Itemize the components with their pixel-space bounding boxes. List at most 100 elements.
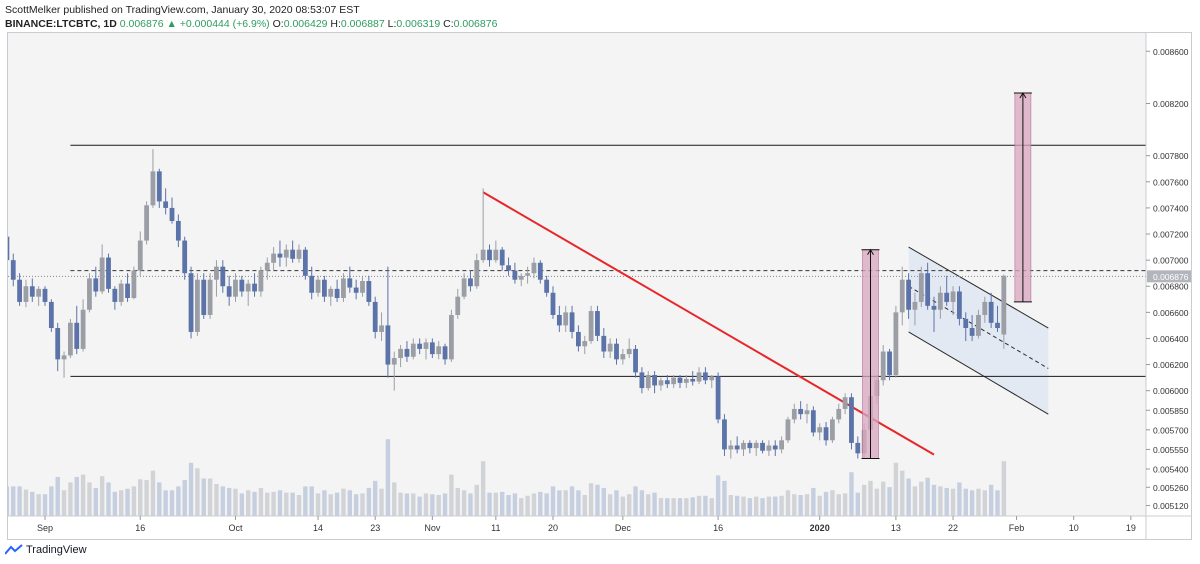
candle-body: [309, 275, 315, 293]
candle-body: [791, 408, 797, 420]
candle-body: [379, 325, 384, 332]
y-tick-label: 0.007000: [1153, 256, 1189, 266]
candle-body: [442, 346, 448, 360]
volume-bar: [633, 486, 638, 516]
candle-body: [810, 410, 816, 433]
candle-body: [99, 257, 105, 292]
volume-bar: [734, 495, 740, 516]
volume-bar: [239, 493, 245, 516]
x-tick-label: 22: [948, 523, 958, 533]
volume-bar: [969, 490, 975, 516]
candle-body: [931, 305, 937, 310]
volume-bar: [442, 493, 448, 516]
candle-body: [17, 279, 22, 302]
candle: [715, 372, 721, 424]
channel-upper-line: [908, 246, 1049, 329]
candle: [639, 367, 645, 394]
volume-bar: [842, 493, 848, 516]
candle-body: [550, 292, 556, 315]
candle: [722, 414, 727, 456]
candle: [741, 440, 746, 456]
volume-bar: [607, 494, 613, 516]
candle: [55, 322, 61, 372]
candle: [550, 286, 556, 319]
volume-bar: [271, 491, 276, 516]
candle-body: [233, 279, 238, 297]
candle-body: [188, 273, 194, 332]
price-chart[interactable]: 0.008600 0.008200 0.007800 0.007600 0.007400…: [8, 33, 1191, 539]
volume-bar: [42, 494, 48, 516]
volume-bar: [588, 483, 594, 516]
volume-bar: [207, 478, 213, 516]
candle-body: [144, 205, 149, 241]
candle: [156, 168, 162, 208]
candle-body: [569, 312, 575, 332]
candle-body: [728, 445, 734, 450]
chart-frame[interactable]: 0.008600 0.008200 0.007800 0.007600 0.007400…: [7, 32, 1192, 540]
candle: [347, 266, 353, 293]
volume-bar: [639, 490, 645, 516]
candle-body: [823, 427, 829, 441]
candle: [334, 279, 340, 302]
volume-bar: [747, 498, 753, 516]
candle: [449, 309, 454, 362]
volume-bar: [119, 490, 124, 516]
candle: [791, 403, 797, 424]
candle: [887, 348, 892, 381]
candle: [220, 260, 226, 293]
candle-body: [468, 278, 473, 287]
volume-bar: [252, 491, 257, 516]
candle-body: [1001, 275, 1007, 335]
price-tag: [1147, 270, 1191, 283]
candle: [125, 273, 130, 302]
candle: [798, 401, 804, 420]
volume-bar: [315, 493, 321, 516]
candle-body: [302, 249, 308, 276]
candle: [137, 231, 143, 276]
x-tick-label: 20: [548, 523, 558, 533]
y-tick-label: 0.006000: [1153, 386, 1189, 396]
candle-body: [347, 278, 353, 288]
candle: [760, 440, 765, 454]
candle-body: [10, 260, 16, 280]
candle-body: [61, 355, 67, 360]
candle-body: [487, 249, 492, 261]
candle: [436, 341, 442, 360]
candle: [271, 247, 276, 271]
y-tick-label: 0.005550: [1153, 445, 1189, 455]
candle-body: [137, 240, 143, 271]
candle: [264, 257, 270, 280]
volume-bar: [792, 494, 797, 516]
volume-bar: [500, 491, 505, 516]
candle-body: [982, 301, 988, 315]
candle: [42, 286, 48, 306]
candle: [785, 416, 791, 443]
candle: [830, 416, 835, 443]
candle-body: [766, 445, 772, 451]
candle: [734, 436, 740, 454]
candle-body: [493, 249, 499, 261]
candle: [360, 275, 365, 297]
candle: [842, 393, 848, 415]
volume-bar: [201, 478, 206, 516]
tradingview-logo-icon: [5, 544, 23, 555]
volume-bar: [671, 498, 676, 516]
volume-bar: [836, 494, 841, 516]
candle: [315, 275, 321, 297]
volume-bar: [773, 496, 778, 516]
volume-bar: [106, 482, 111, 516]
volume-bar: [74, 476, 79, 516]
candle-body: [315, 279, 321, 293]
candle-body: [645, 375, 651, 389]
volume-bar: [855, 492, 860, 516]
candle: [703, 367, 708, 385]
candle-body: [80, 309, 86, 349]
candle-body: [398, 348, 403, 359]
volume-bar: [550, 486, 556, 516]
candle: [849, 393, 854, 450]
volume-bar: [963, 488, 968, 516]
candle-body: [836, 408, 842, 420]
volume-bar: [957, 482, 962, 516]
candle: [195, 273, 200, 336]
candle-body: [772, 445, 778, 450]
